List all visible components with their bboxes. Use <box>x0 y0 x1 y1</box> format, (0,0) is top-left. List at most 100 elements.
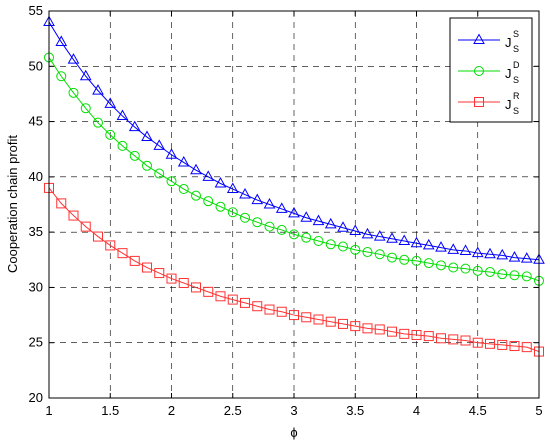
data-point <box>117 140 128 151</box>
data-point <box>521 342 532 353</box>
ticks: 1 1.5 2 2.5 3 3.5 4 4.5 5 20 25 30 35 40 45 50 55 <box>29 3 543 418</box>
data-point <box>142 160 152 171</box>
data-point <box>227 207 238 218</box>
data-point <box>289 229 299 240</box>
data-point <box>423 258 434 269</box>
data-point <box>129 255 140 266</box>
legend-marker <box>474 66 484 76</box>
y-tick-label: 25 <box>29 335 43 350</box>
data-point <box>252 217 263 228</box>
data-point <box>485 338 495 349</box>
data-point <box>141 130 153 142</box>
data-point <box>93 117 103 128</box>
data-point <box>56 71 67 82</box>
data-point <box>56 198 67 209</box>
data-point <box>338 318 348 329</box>
data-point <box>398 234 411 245</box>
data-point <box>80 221 91 232</box>
x-tick-label: 3.5 <box>346 403 364 418</box>
data-point <box>142 262 152 273</box>
y-tick-label: 45 <box>29 114 43 129</box>
data-point <box>411 329 422 340</box>
data-point <box>374 324 385 335</box>
data-point <box>459 244 472 255</box>
data-point <box>448 262 459 273</box>
legend-label-superscript: D <box>513 60 520 70</box>
series-square <box>44 182 544 357</box>
data-point <box>301 232 312 243</box>
series-triangle <box>43 15 545 264</box>
data-point <box>436 260 446 271</box>
data-point <box>153 139 166 150</box>
legend-box <box>449 17 533 123</box>
data-point <box>240 212 250 223</box>
data-point <box>215 201 226 212</box>
y-tick-label: 35 <box>29 224 43 239</box>
data-point <box>214 176 227 188</box>
data-point <box>264 304 275 315</box>
x-tick-label: 2.5 <box>224 403 242 418</box>
data-point <box>55 35 68 46</box>
legend-label-subscript: S <box>513 106 519 116</box>
data-point <box>448 334 459 345</box>
data-point <box>202 170 215 181</box>
data-point <box>129 150 140 161</box>
data-point <box>68 87 79 98</box>
data-point <box>300 211 313 222</box>
data-point <box>276 306 287 317</box>
x-tick-label: 1.5 <box>101 403 119 418</box>
series-line <box>48 21 540 261</box>
data-point <box>92 84 104 95</box>
data-point <box>79 69 92 81</box>
data-point <box>177 155 190 167</box>
data-point <box>227 294 238 305</box>
data-point <box>178 278 189 289</box>
data-point <box>472 265 483 276</box>
data-point <box>325 316 336 327</box>
data-point <box>154 268 165 279</box>
x-tick-label: 4 <box>413 403 420 418</box>
legend-label-subscript: S <box>513 44 519 54</box>
x-tick-label: 1 <box>45 403 52 418</box>
y-tick-label: 55 <box>29 3 43 18</box>
data-point <box>350 321 361 332</box>
data-point <box>362 247 373 258</box>
legend-entry: JRS <box>458 91 520 116</box>
legend-entry: JDS <box>458 60 520 85</box>
data-point <box>105 129 116 140</box>
data-point <box>436 333 446 344</box>
data-point <box>252 301 263 312</box>
y-axis-label: Cooperation chain profit <box>5 135 20 273</box>
data-point <box>338 241 348 252</box>
data-point <box>509 341 520 352</box>
data-point <box>485 266 495 277</box>
data-point <box>105 240 116 251</box>
data-point <box>117 248 128 259</box>
data-point <box>240 297 250 308</box>
data-point <box>165 148 178 159</box>
data-point <box>460 335 471 346</box>
data-point <box>116 109 129 121</box>
data-point <box>497 339 508 350</box>
data-point <box>373 230 386 241</box>
data-point <box>471 246 484 258</box>
legend-marker <box>474 97 484 107</box>
data-point <box>313 235 324 246</box>
legend-label: J <box>505 97 512 112</box>
data-point <box>472 337 483 348</box>
data-point <box>264 221 275 232</box>
data-point <box>520 252 533 263</box>
data-point <box>203 196 214 207</box>
data-point <box>496 248 509 260</box>
y-tick-label: 50 <box>29 58 43 73</box>
data-point <box>226 182 239 194</box>
data-point <box>191 190 201 201</box>
data-point <box>191 282 201 293</box>
data-point <box>80 103 91 114</box>
data-point <box>387 252 397 263</box>
data-point <box>508 251 521 262</box>
x-axis-label: ϕ <box>290 425 297 440</box>
data-point <box>239 188 251 199</box>
y-tick-label: 30 <box>29 279 43 294</box>
